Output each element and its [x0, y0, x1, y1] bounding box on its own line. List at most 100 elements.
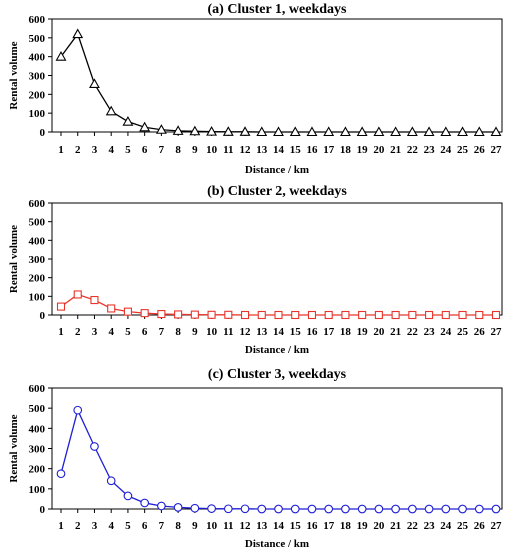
data-point — [107, 304, 116, 313]
y-tick-label: 0 — [40, 127, 46, 139]
data-point — [424, 504, 434, 514]
data-point — [207, 504, 216, 513]
x-tick-label: 10 — [206, 520, 218, 532]
data-point — [423, 126, 435, 137]
data-point — [140, 309, 149, 318]
x-tick-label: 7 — [159, 326, 165, 338]
data-point — [323, 126, 335, 137]
data-point — [356, 126, 368, 137]
x-tick-label: 3 — [92, 520, 98, 532]
y-tick-label: 300 — [29, 71, 46, 83]
data-point — [222, 126, 234, 136]
x-tick-label: 9 — [192, 144, 198, 156]
data-point — [106, 476, 116, 486]
data-point — [173, 503, 183, 512]
x-tick-label: 4 — [108, 520, 114, 532]
chart-title: (c) Cluster 3, weekdays — [208, 367, 347, 382]
y-tick-label: 400 — [29, 423, 46, 435]
x-tick-label: 17 — [323, 326, 335, 338]
data-point — [240, 310, 250, 320]
x-tick-label: 19 — [357, 326, 369, 338]
y-tick-label: 500 — [29, 403, 46, 415]
data-point — [190, 503, 200, 513]
x-tick-label: 7 — [159, 144, 165, 156]
data-point — [473, 126, 485, 137]
data-point — [490, 126, 502, 137]
x-tick-label: 14 — [273, 520, 285, 532]
x-tick-label: 25 — [457, 326, 469, 338]
data-point — [391, 504, 400, 514]
plot-frame — [51, 18, 503, 133]
x-tick-label: 5 — [125, 520, 131, 532]
data-point — [139, 121, 151, 132]
x-tick-label: 15 — [290, 520, 302, 532]
x-tick-label: 1 — [58, 144, 64, 156]
x-tick-label: 15 — [290, 326, 302, 338]
data-point — [274, 310, 283, 320]
x-tick-label: 3 — [92, 144, 98, 156]
data-point — [390, 126, 402, 137]
x-tick-label: 16 — [306, 520, 318, 532]
x-tick-label: 17 — [323, 144, 335, 156]
x-tick-label: 20 — [373, 144, 385, 156]
data-point — [324, 310, 333, 320]
x-tick-label: 8 — [175, 144, 181, 156]
data-point — [373, 126, 385, 137]
data-point — [407, 504, 417, 514]
x-tick-label: 26 — [474, 326, 486, 338]
data-point — [441, 310, 450, 320]
data-point — [257, 504, 267, 514]
x-tick-label: 21 — [390, 520, 401, 532]
x-tick-label: 6 — [142, 144, 148, 156]
chart-1: (a) Cluster 1, weekdays 0 100 200 300 400 500 6… — [8, 2, 503, 176]
x-axis-label: Distance / km — [245, 164, 309, 176]
x-tick-label: 13 — [256, 520, 268, 532]
data-point — [105, 105, 117, 116]
x-tick-label: 24 — [440, 520, 452, 532]
x-tick-label: 10 — [206, 326, 218, 338]
data-point — [324, 504, 334, 514]
y-tick-label: 100 — [29, 108, 46, 120]
x-tick-label: 27 — [491, 520, 503, 532]
data-point — [291, 310, 300, 320]
y-tick-label: 300 — [29, 254, 46, 266]
x-tick-label: 7 — [159, 520, 165, 532]
data-point — [274, 504, 283, 514]
data-point — [491, 310, 501, 320]
chart-2: (b) Cluster 2, weekdays 0 100 200 300 400 500 6… — [8, 184, 503, 356]
x-tick-label: 16 — [306, 144, 318, 156]
x-tick-label: 6 — [142, 326, 148, 338]
y-tick-label: 100 — [29, 291, 46, 303]
data-point — [90, 442, 99, 451]
data-point — [273, 126, 284, 137]
x-tick-label: 18 — [340, 520, 352, 532]
y-tick-label: 100 — [29, 484, 46, 496]
x-tick-label: 22 — [407, 326, 419, 338]
x-tick-label: 13 — [256, 326, 268, 338]
chart-title: (b) Cluster 2, weekdays — [207, 184, 347, 199]
x-tick-label: 8 — [175, 520, 181, 532]
data-point — [257, 310, 266, 320]
data-point — [406, 126, 418, 137]
x-tick-label: 19 — [357, 144, 369, 156]
x-tick-label: 24 — [440, 326, 452, 338]
x-tick-label: 4 — [108, 144, 114, 156]
x-tick-label: 18 — [340, 144, 352, 156]
data-point — [224, 310, 233, 319]
data-point — [475, 310, 484, 320]
data-point — [206, 126, 218, 136]
data-point — [458, 310, 467, 320]
y-tick-label: 400 — [29, 235, 46, 247]
x-tick-label: 6 — [142, 520, 148, 532]
data-point — [440, 126, 452, 137]
data-point — [174, 310, 183, 319]
x-tick-label: 2 — [75, 520, 81, 532]
data-point — [189, 125, 201, 136]
x-tick-label: 26 — [474, 144, 486, 156]
x-tick-label: 11 — [223, 326, 233, 338]
data-point — [72, 28, 84, 39]
y-tick-label: 300 — [29, 444, 46, 456]
x-tick-label: 26 — [474, 520, 486, 532]
x-axis-label: Distance / km — [245, 538, 309, 550]
